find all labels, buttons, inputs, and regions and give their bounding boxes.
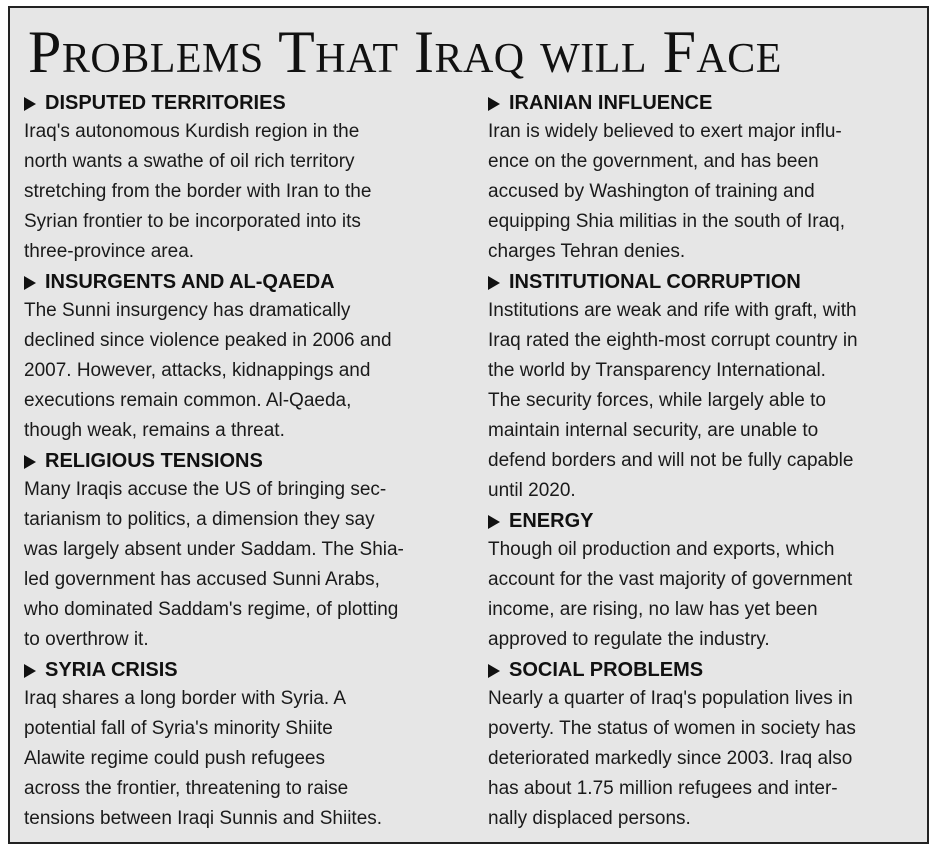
section-heading: INSTITUTIONAL CORRUPTION xyxy=(488,269,928,296)
section-body: Institutions are weak and rife with graf… xyxy=(488,296,928,506)
body-line: three-province area. xyxy=(24,241,195,262)
section-heading-text: INSURGENTS AND AL-QAEDA xyxy=(45,271,335,293)
section-heading: INSURGENTS AND AL-QAEDA xyxy=(24,269,464,296)
body-line: defend borders and will not be fully cap… xyxy=(488,450,854,471)
body-line: account for the vast majority of governm… xyxy=(488,569,853,590)
section: IRANIAN INFLUENCE Iran is widely believed… xyxy=(488,90,928,267)
section: DISPUTED TERRITORIES Iraq's autonomous Ku… xyxy=(24,90,464,267)
section-heading: SOCIAL PROBLEMS xyxy=(488,657,928,684)
body-line: Though oil production and exports, which xyxy=(488,539,835,560)
section-heading-text: RELIGIOUS TENSIONS xyxy=(45,450,263,472)
section-heading: SYRIA CRISIS xyxy=(24,657,464,684)
body-line: The security forces, while largely able … xyxy=(488,390,826,411)
body-line: Iran is widely believed to exert major i… xyxy=(488,121,842,142)
body-line: income, are rising, no law has yet been xyxy=(488,599,818,620)
body-line: Syrian frontier to be incorporated into … xyxy=(24,211,361,232)
body-line: approved to regulate the industry. xyxy=(488,629,770,650)
section-body: Iraq shares a long border with Syria. A p… xyxy=(24,684,464,834)
info-panel: Problems That Iraq will Face DISPUTED TE… xyxy=(8,6,929,844)
body-line: north wants a swathe of oil rich territo… xyxy=(24,151,355,172)
body-line: 2007. However, attacks, kidnappings and xyxy=(24,360,371,381)
section-body: Iran is widely believed to exert major i… xyxy=(488,117,928,267)
body-line: Alawite regime could push refugees xyxy=(24,748,326,769)
section-heading-text: ENERGY xyxy=(509,510,594,532)
body-line: Many Iraqis accuse the US of bringing se… xyxy=(24,479,387,500)
body-line: declined since violence peaked in 2006 a… xyxy=(24,330,392,351)
body-line: deteriorated markedly since 2003. Iraq a… xyxy=(488,748,853,769)
body-line: the world by Transparency International. xyxy=(488,360,826,381)
body-line: Institutions are weak and rife with graf… xyxy=(488,300,857,321)
section: INSURGENTS AND AL-QAEDA The Sunni insurge… xyxy=(24,269,464,446)
section: INSTITUTIONAL CORRUPTION Institutions are… xyxy=(488,269,928,506)
body-line: The Sunni insurgency has dramatically xyxy=(24,300,351,321)
section-body: Iraq's autonomous Kurdish region in the n… xyxy=(24,117,464,267)
body-line: Iraq's autonomous Kurdish region in the xyxy=(24,121,360,142)
right-column: IRANIAN INFLUENCE Iran is widely believed… xyxy=(488,90,928,836)
section-body: Many Iraqis accuse the US of bringing se… xyxy=(24,475,464,655)
triangle-bullet-icon xyxy=(24,454,36,469)
section-body: Nearly a quarter of Iraq's population li… xyxy=(488,684,928,834)
section-heading: RELIGIOUS TENSIONS xyxy=(24,448,464,475)
triangle-bullet-icon xyxy=(488,663,500,678)
body-line: until 2020. xyxy=(488,480,576,501)
triangle-bullet-icon xyxy=(488,275,500,290)
section-heading: DISPUTED TERRITORIES xyxy=(24,90,464,117)
section: SYRIA CRISIS Iraq shares a long border wi… xyxy=(24,657,464,834)
body-line: across the frontier, threatening to rais… xyxy=(24,778,349,799)
section: SOCIAL PROBLEMS Nearly a quarter of Iraq'… xyxy=(488,657,928,834)
body-line: tensions between Iraqi Sunnis and Shiite… xyxy=(24,808,383,829)
triangle-bullet-icon xyxy=(488,514,500,529)
body-line: Nearly a quarter of Iraq's population li… xyxy=(488,688,853,709)
left-column: DISPUTED TERRITORIES Iraq's autonomous Ku… xyxy=(24,90,464,836)
body-line: stretching from the border with Iran to … xyxy=(24,181,372,202)
section-body: The Sunni insurgency has dramatically dec… xyxy=(24,296,464,446)
body-line: has about 1.75 million refugees and inte… xyxy=(488,778,838,799)
triangle-bullet-icon xyxy=(488,96,500,111)
body-line: nally displaced persons. xyxy=(488,808,691,829)
body-line: charges Tehran denies. xyxy=(488,241,686,262)
body-line: executions remain common. Al-Qaeda, xyxy=(24,390,352,411)
body-line: accused by Washington of training and xyxy=(488,181,815,202)
body-line: tarianism to politics, a dimension they … xyxy=(24,509,375,530)
body-line: equipping Shia militias in the south of … xyxy=(488,211,845,232)
section: ENERGY Though oil production and exports,… xyxy=(488,508,928,655)
body-line: Iraq rated the eighth-most corrupt count… xyxy=(488,330,858,351)
section-heading-text: SOCIAL PROBLEMS xyxy=(509,659,704,681)
body-line: maintain internal security, are unable t… xyxy=(488,420,819,441)
triangle-bullet-icon xyxy=(24,275,36,290)
triangle-bullet-icon xyxy=(24,663,36,678)
section-heading-text: IRANIAN INFLUENCE xyxy=(509,92,713,114)
body-line: potential fall of Syria's minority Shiit… xyxy=(24,718,333,739)
section-heading: IRANIAN INFLUENCE xyxy=(488,90,928,117)
body-line: led government has accused Sunni Arabs, xyxy=(24,569,380,590)
section-heading-text: SYRIA CRISIS xyxy=(45,659,178,681)
section: RELIGIOUS TENSIONS Many Iraqis accuse the… xyxy=(24,448,464,655)
body-line: though weak, remains a threat. xyxy=(24,420,285,441)
page-title: Problems That Iraq will Face xyxy=(28,19,782,85)
body-line: poverty. The status of women in society … xyxy=(488,718,856,739)
body-line: who dominated Saddam's regime, of plotti… xyxy=(24,599,399,620)
body-line: was largely absent under Saddam. The Shi… xyxy=(24,539,404,560)
body-line: ence on the government, and has been xyxy=(488,151,819,172)
body-line: to overthrow it. xyxy=(24,629,149,650)
section-body: Though oil production and exports, which… xyxy=(488,535,928,655)
section-heading-text: DISPUTED TERRITORIES xyxy=(45,92,286,114)
triangle-bullet-icon xyxy=(24,96,36,111)
body-line: Iraq shares a long border with Syria. A xyxy=(24,688,347,709)
section-heading: ENERGY xyxy=(488,508,928,535)
section-heading-text: INSTITUTIONAL CORRUPTION xyxy=(509,271,801,293)
